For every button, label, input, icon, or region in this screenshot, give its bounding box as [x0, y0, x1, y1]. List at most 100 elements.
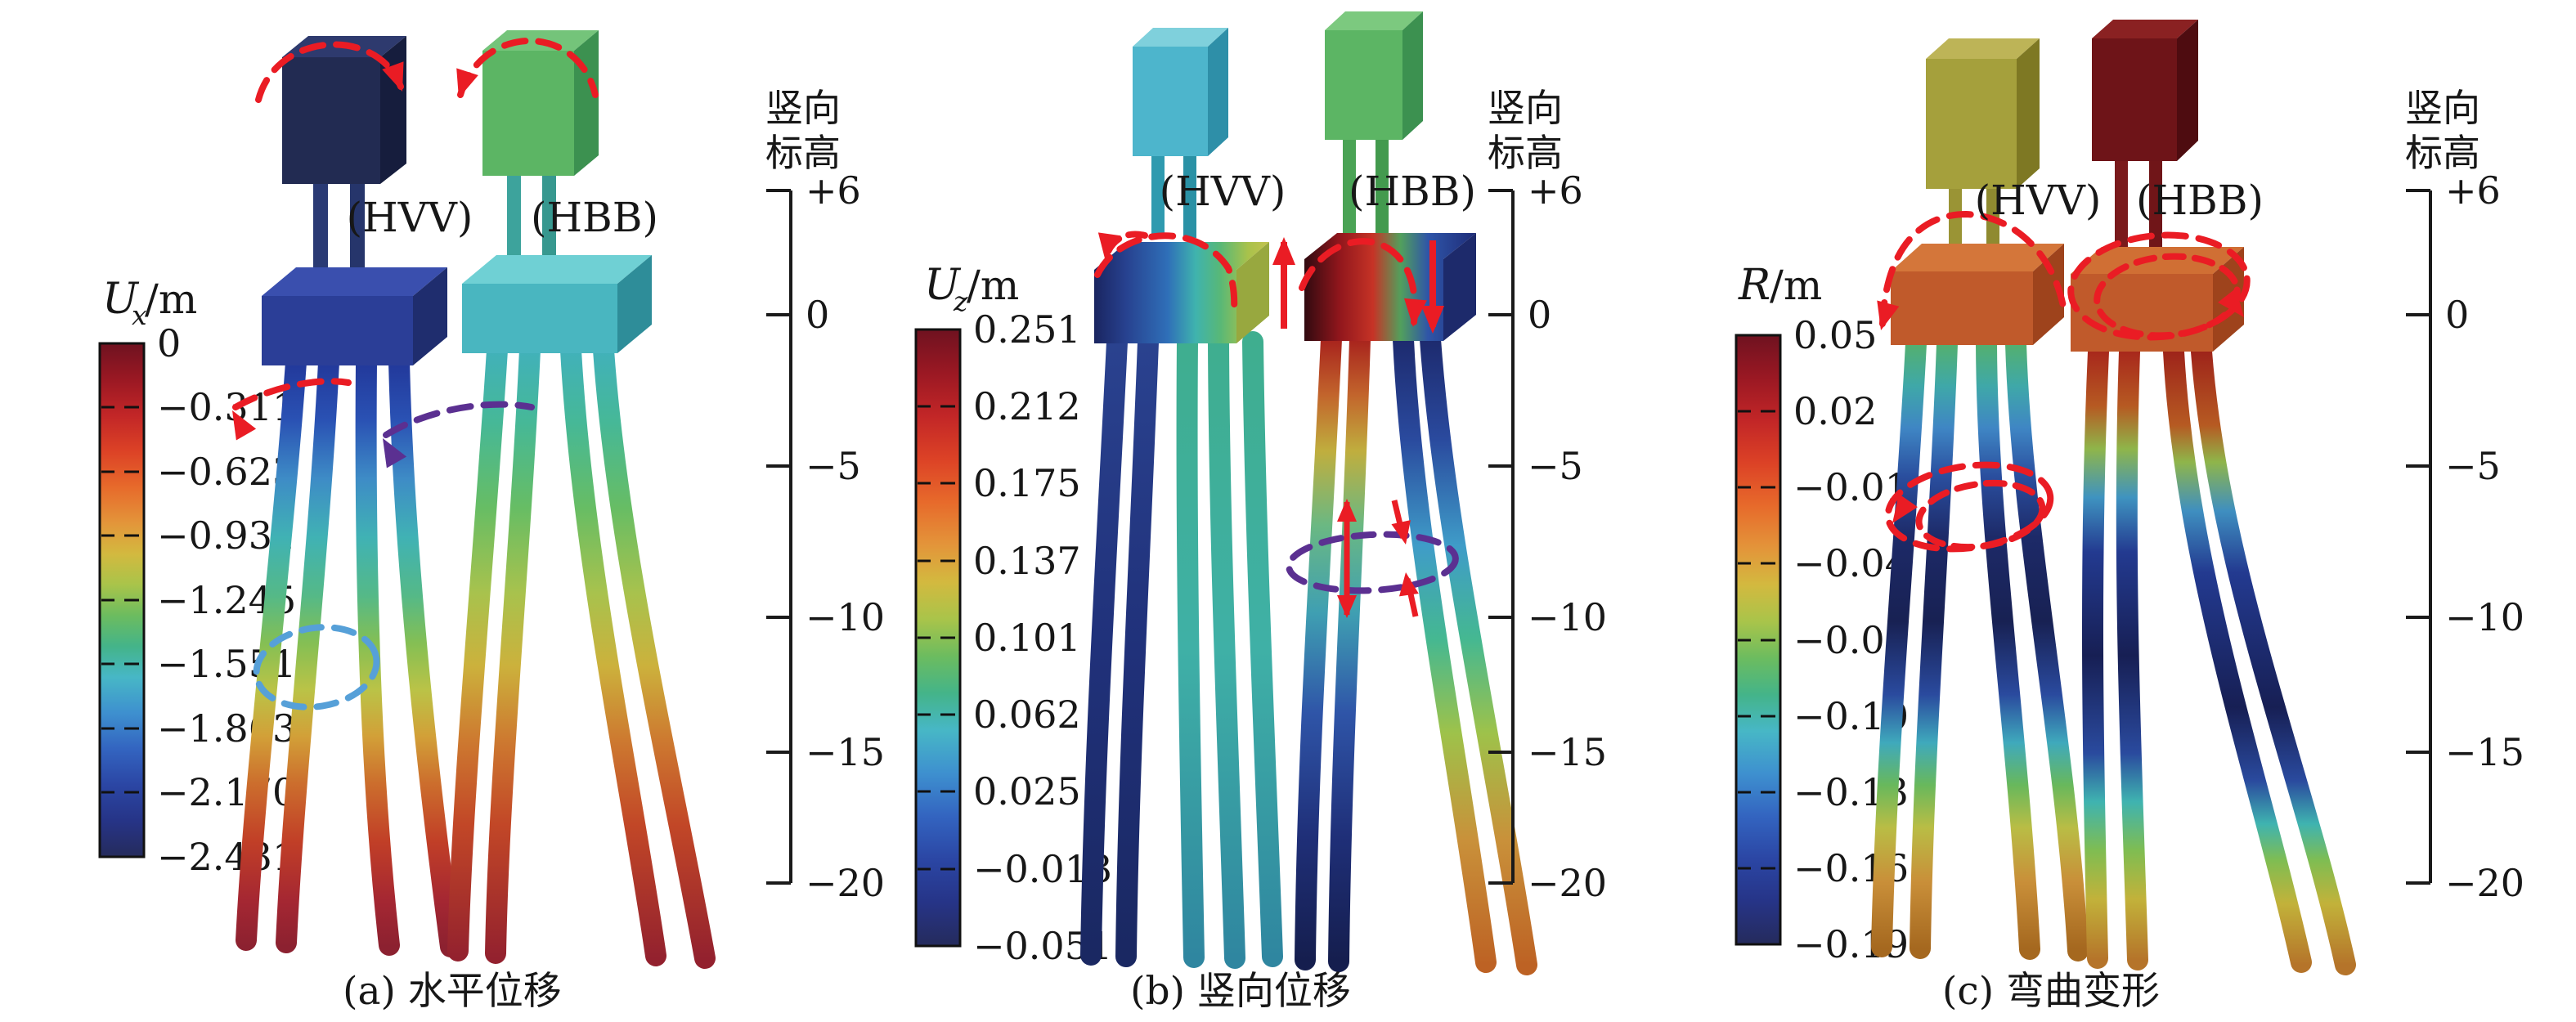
pier-front-face: [2092, 38, 2177, 161]
model-label-hbb: (HBB): [2136, 177, 2264, 224]
arrow-head-icon: [1404, 298, 1427, 327]
colorbar-title-symbol: U: [102, 275, 140, 324]
ruler-tick-label: −15: [1528, 730, 1607, 774]
pier-side-face: [2177, 20, 2198, 161]
ruler-title-line2: 标高: [2405, 131, 2480, 175]
colorbar-label: 0.02: [1793, 389, 1877, 433]
rotation-arc: [1879, 210, 2067, 327]
pier-column: [542, 176, 556, 262]
pier-side-face: [2017, 38, 2040, 189]
cap-front-face: [1094, 270, 1236, 343]
cap-top-face: [262, 267, 447, 296]
colorbar-label: −0.04: [1793, 541, 1909, 585]
ruler-tick-label: 0: [806, 293, 829, 337]
pile: [1328, 329, 1371, 972]
rotation-ellipse: [2094, 253, 2241, 339]
dashed-ellipse-annotation: [253, 624, 380, 710]
cap-top-face: [1891, 244, 2064, 271]
colorbar-label: 0.251: [973, 307, 1081, 352]
pile: [1115, 331, 1159, 967]
ruler-title-line1: 竖向: [2405, 86, 2480, 130]
dashed-ellipse-annotation: [1915, 479, 2046, 551]
pile: [2081, 341, 2109, 969]
cap-front-face: [2071, 274, 2213, 352]
pier-side-face: [380, 36, 406, 184]
ruler-tick-label: −15: [2445, 730, 2524, 774]
ruler-axis: [2406, 189, 2432, 885]
model-label-hvv: (HVV): [347, 194, 473, 241]
pier-top-face: [1926, 38, 2040, 59]
ruler-tick-label: +6: [1528, 168, 1583, 213]
arrow-head-icon: [232, 410, 257, 441]
pile: [1976, 333, 2040, 960]
colorbar-label: 0.212: [973, 384, 1081, 428]
colorbar-label: 0.025: [973, 769, 1081, 814]
cap-side-face: [1236, 242, 1269, 343]
arrow-head-icon: [1877, 300, 1900, 330]
pile: [1871, 333, 1927, 957]
ruler-title-line2: 标高: [1488, 131, 1563, 175]
arrow-head-icon: [383, 438, 407, 468]
model-label-hbb: (HBB): [531, 194, 658, 241]
pile: [1176, 331, 1205, 968]
arrow-head-icon: [1421, 306, 1444, 334]
pile: [1080, 331, 1128, 966]
elevation-ruler-c: 竖向 标高 +6 0 −5 −10 −15 −20: [2405, 86, 2524, 905]
pier-front-face: [282, 57, 380, 184]
ruler-title-line1: 竖向: [1488, 86, 1563, 130]
pile: [1242, 331, 1283, 967]
model-hbb-c: [2071, 20, 2356, 975]
cap-top-face: [2071, 247, 2244, 274]
pier-column: [1183, 156, 1196, 238]
arrow-head-icon: [1337, 499, 1357, 522]
pier-top-face: [2092, 20, 2198, 38]
model-label-hvv: (HVV): [1975, 177, 2102, 224]
colorbar-label: −1.863: [157, 706, 296, 751]
pile: [2005, 333, 2089, 961]
pier-front-face: [1133, 47, 1208, 156]
colorbar-a: U x /m 0 −0.311 −0.623 −0.931 −1.245 −1.…: [98, 275, 296, 879]
colorbar-label: 0.062: [973, 693, 1081, 737]
colorbar-label: −2.170: [157, 770, 296, 814]
ruler-axis: [1488, 189, 1515, 885]
arrow-head-icon: [1892, 494, 1918, 523]
elevation-ruler-a: 竖向 标高 +6 0 −5 −10 −15 −20: [765, 86, 885, 905]
ruler-tick-label: −10: [2445, 595, 2524, 639]
model-hbb-a: [447, 30, 716, 969]
arrow-head-icon: [2218, 288, 2244, 317]
pile: [236, 352, 307, 951]
annotations-a: [232, 38, 599, 710]
model-hvv-c: [1871, 38, 2089, 961]
pile: [276, 352, 339, 953]
pile: [2163, 341, 2312, 973]
cap-side-face: [413, 267, 447, 365]
dashed-ellipse-annotation: [1884, 461, 2054, 553]
pier-side-face: [574, 30, 599, 176]
ruler-tick-label: −5: [1528, 444, 1583, 488]
pier-column: [313, 184, 328, 274]
colorbar-label: −2.431: [157, 835, 296, 879]
colorbar-title-unit: /m: [967, 262, 1019, 309]
elevation-ruler-b: 竖向 标高 +6 0 −5 −10 −15 −20: [1488, 86, 1607, 905]
pile: [1910, 333, 1958, 959]
pier-column: [507, 176, 521, 262]
pier-front-face: [482, 51, 574, 176]
ruler-tick-label: 0: [1528, 293, 1551, 337]
arrow-head-icon: [1399, 572, 1419, 597]
ruler-tick-label: 0: [2445, 293, 2469, 337]
colorbar-title-symbol: U: [924, 261, 962, 310]
panel-c: R /m 0.05 0.02 −0.01 −0.04 −0.07 −0.10 −…: [1735, 20, 2524, 1014]
pier-column: [1151, 156, 1165, 238]
pier-top-face: [1133, 28, 1228, 47]
pile: [355, 352, 400, 956]
model-label-hbb: (HBB): [1349, 168, 1476, 215]
cap-side-face: [617, 255, 652, 353]
pier-column: [1376, 140, 1389, 235]
arrow-head-icon: [1337, 595, 1357, 618]
pile: [560, 339, 666, 966]
arrow-head-icon: [1272, 237, 1295, 265]
panel-caption: (b) 竖向位移: [1130, 969, 1351, 1014]
panel-caption: (c) 弯曲变形: [1942, 969, 2160, 1014]
ruler-tick-label: +6: [806, 168, 861, 213]
